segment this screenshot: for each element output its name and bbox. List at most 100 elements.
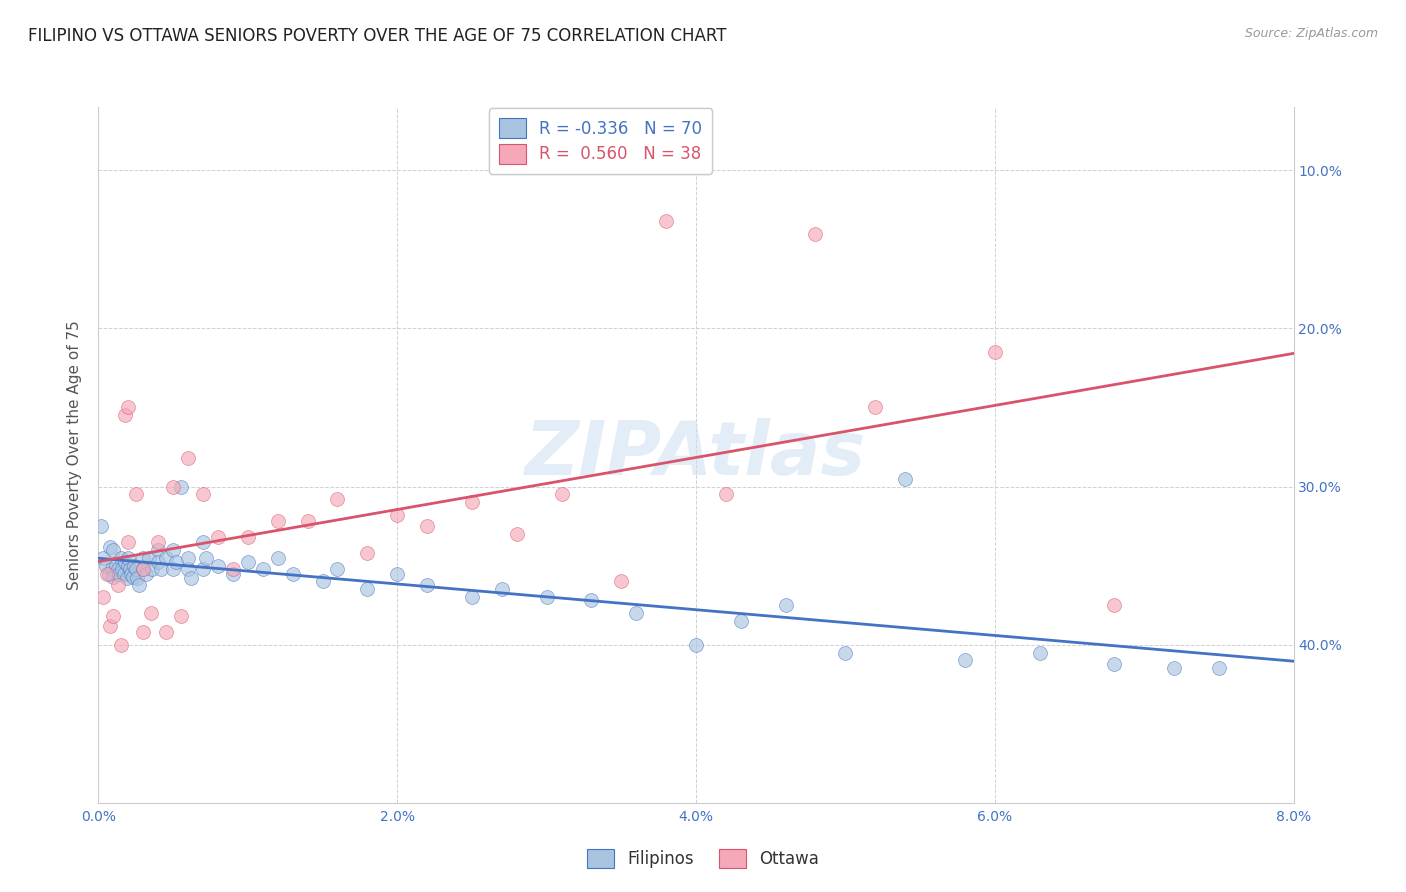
Point bbox=[162, 479, 184, 493]
Point bbox=[90, 519, 112, 533]
Point bbox=[581, 593, 603, 607]
Point bbox=[108, 566, 131, 581]
Point bbox=[491, 582, 513, 597]
Point bbox=[135, 566, 157, 581]
Point bbox=[101, 562, 124, 576]
Point bbox=[252, 562, 274, 576]
Point bbox=[132, 550, 155, 565]
Point bbox=[124, 558, 146, 573]
Point bbox=[804, 227, 827, 241]
Point bbox=[141, 562, 163, 576]
Point bbox=[148, 534, 170, 549]
Point bbox=[117, 401, 139, 415]
Point bbox=[461, 591, 484, 605]
Point bbox=[775, 598, 797, 612]
Point bbox=[98, 540, 122, 554]
Point bbox=[138, 550, 160, 565]
Point bbox=[115, 571, 138, 585]
Point bbox=[177, 550, 200, 565]
Point bbox=[107, 562, 129, 576]
Point bbox=[194, 550, 218, 565]
Point bbox=[148, 556, 170, 570]
Point bbox=[1208, 661, 1230, 675]
Point bbox=[132, 625, 155, 640]
Y-axis label: Seniors Poverty Over the Age of 75: Seniors Poverty Over the Age of 75 bbox=[67, 320, 83, 590]
Point bbox=[162, 542, 184, 557]
Point bbox=[110, 638, 132, 652]
Point bbox=[103, 542, 125, 557]
Point bbox=[91, 550, 114, 565]
Point bbox=[117, 534, 139, 549]
Point bbox=[121, 570, 143, 584]
Point bbox=[103, 570, 125, 584]
Point bbox=[169, 609, 191, 624]
Point bbox=[685, 638, 707, 652]
Point bbox=[180, 571, 202, 585]
Point bbox=[110, 550, 132, 565]
Point bbox=[132, 562, 155, 576]
Point bbox=[107, 577, 129, 591]
Point bbox=[128, 577, 150, 591]
Point bbox=[94, 558, 117, 573]
Point bbox=[281, 566, 304, 581]
Point bbox=[655, 214, 678, 228]
Point bbox=[222, 562, 245, 576]
Point bbox=[132, 562, 155, 576]
Point bbox=[356, 546, 378, 560]
Point bbox=[114, 409, 136, 423]
Point bbox=[118, 562, 141, 576]
Point bbox=[98, 618, 122, 632]
Point bbox=[416, 519, 439, 533]
Point bbox=[610, 574, 633, 589]
Point bbox=[177, 562, 200, 576]
Point bbox=[222, 566, 245, 581]
Point bbox=[730, 614, 752, 628]
Point bbox=[311, 574, 333, 589]
Point bbox=[177, 451, 200, 466]
Point bbox=[267, 550, 290, 565]
Point bbox=[385, 566, 409, 581]
Point bbox=[155, 625, 177, 640]
Point bbox=[297, 514, 319, 528]
Legend: Filipinos, Ottawa: Filipinos, Ottawa bbox=[581, 842, 825, 875]
Point bbox=[267, 514, 290, 528]
Point bbox=[207, 530, 229, 544]
Point bbox=[416, 577, 439, 591]
Point bbox=[191, 562, 214, 576]
Point bbox=[236, 530, 259, 544]
Point bbox=[624, 606, 647, 620]
Point bbox=[165, 556, 187, 570]
Point bbox=[127, 571, 149, 585]
Point bbox=[120, 566, 142, 581]
Point bbox=[150, 562, 173, 576]
Point bbox=[105, 558, 128, 573]
Point bbox=[326, 492, 349, 507]
Point bbox=[191, 534, 214, 549]
Point bbox=[714, 487, 737, 501]
Point bbox=[326, 562, 349, 576]
Point bbox=[114, 556, 136, 570]
Point bbox=[385, 508, 409, 522]
Point bbox=[111, 562, 134, 576]
Point bbox=[96, 566, 118, 581]
Point bbox=[155, 550, 177, 565]
Point bbox=[162, 562, 184, 576]
Point bbox=[148, 542, 170, 557]
Point bbox=[536, 591, 558, 605]
Point bbox=[169, 479, 191, 493]
Point bbox=[91, 591, 114, 605]
Point bbox=[117, 558, 139, 573]
Point bbox=[117, 550, 139, 565]
Point bbox=[461, 495, 484, 509]
Point bbox=[191, 487, 214, 501]
Point bbox=[983, 345, 1005, 359]
Point bbox=[1102, 598, 1125, 612]
Point bbox=[125, 562, 148, 576]
Point bbox=[1102, 657, 1125, 671]
Point bbox=[356, 582, 378, 597]
Point bbox=[1163, 661, 1185, 675]
Point bbox=[506, 527, 529, 541]
Point bbox=[97, 566, 120, 581]
Point bbox=[207, 558, 229, 573]
Legend: R = -0.336   N = 70, R =  0.560   N = 38: R = -0.336 N = 70, R = 0.560 N = 38 bbox=[489, 109, 711, 174]
